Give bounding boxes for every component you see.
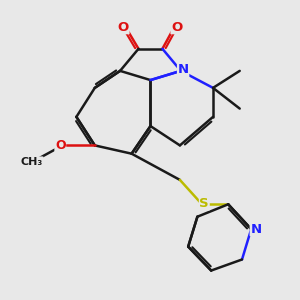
Text: O: O — [171, 21, 182, 34]
Text: N: N — [250, 223, 261, 236]
Text: CH₃: CH₃ — [21, 157, 43, 167]
Text: S: S — [200, 197, 209, 210]
Text: O: O — [55, 139, 66, 152]
Text: N: N — [178, 63, 189, 76]
Text: O: O — [118, 21, 129, 34]
